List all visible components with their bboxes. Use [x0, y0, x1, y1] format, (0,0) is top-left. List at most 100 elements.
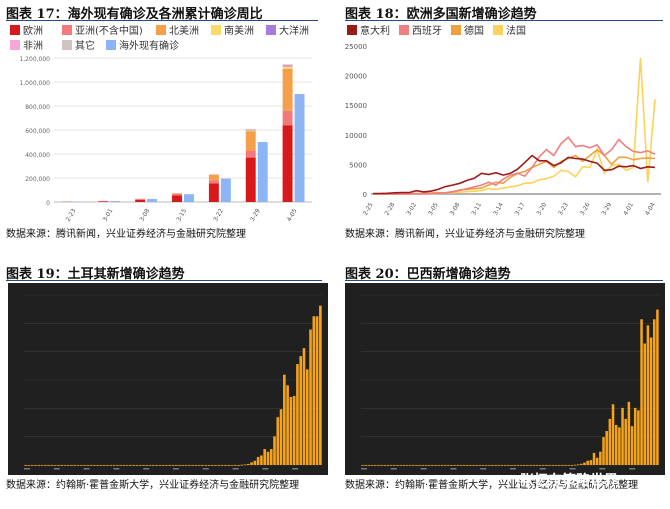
- daily-bar: [73, 465, 77, 466]
- daily-bar: [220, 465, 224, 466]
- legend-swatch: [211, 25, 221, 35]
- daily-bar: [450, 465, 453, 466]
- legend-label: 法国: [506, 26, 526, 37]
- x-tick-label: 3-29: [249, 207, 262, 222]
- legend-label: 德国: [464, 26, 484, 37]
- bar-active: [294, 94, 305, 202]
- daily-bar: [412, 465, 415, 466]
- chart19-plot: [8, 283, 328, 475]
- legend-swatch: [62, 40, 72, 50]
- daily-bar: [296, 364, 299, 465]
- bar-segment: [282, 66, 293, 69]
- bar-segment: [208, 180, 219, 184]
- y-tick-label: 0: [363, 191, 367, 199]
- legend-africa: 非洲: [10, 37, 43, 52]
- chart18-legend: 意大利 西班牙 德国 法国: [347, 22, 647, 38]
- daily-bar: [459, 465, 463, 466]
- daily-bar: [289, 397, 293, 465]
- legend-swatch: [266, 25, 276, 35]
- daily-bar: [240, 464, 244, 466]
- daily-bar: [217, 465, 221, 466]
- daily-bar: [516, 465, 520, 466]
- bar-segment: [172, 193, 182, 194]
- legend-south-america: 南美洲: [211, 22, 254, 37]
- x-tick-label: 3-15: [175, 207, 188, 222]
- daily-bar: [60, 465, 63, 466]
- legend-label: 亚洲(不含中国): [75, 26, 143, 37]
- daily-bar: [456, 465, 459, 466]
- daily-bar: [165, 465, 168, 466]
- daily-bar: [535, 465, 539, 466]
- daily-bar: [207, 465, 211, 466]
- daily-bar: [637, 410, 640, 465]
- daily-bar: [465, 465, 469, 466]
- daily-bar: [396, 465, 399, 466]
- daily-bar: [393, 465, 396, 466]
- daily-bar: [583, 462, 586, 465]
- daily-bar: [538, 465, 542, 466]
- bar-segment: [172, 195, 182, 202]
- legend-swatch: [399, 25, 409, 35]
- daily-bar: [188, 465, 191, 466]
- x-tick-label: 2-23: [65, 207, 78, 222]
- chart17-source: 数据来源：腾讯新闻，兴业证券经济与金融研究院整理: [6, 229, 246, 240]
- daily-bar: [256, 457, 260, 465]
- daily-bar: [557, 465, 561, 466]
- daily-bar: [383, 465, 387, 466]
- daily-bar: [500, 465, 504, 466]
- x-tick-mark: [292, 468, 299, 470]
- legend-swatch: [106, 40, 116, 50]
- bar-segment: [98, 200, 109, 202]
- daily-bar: [263, 449, 267, 465]
- daily-bar: [646, 325, 650, 465]
- daily-bar: [399, 465, 402, 466]
- chart19-source: 数据来源：约翰斯·霍普金斯大学，兴业证券经济与金融研究院整理: [6, 480, 300, 491]
- daily-bar: [204, 465, 208, 466]
- daily-bar: [309, 329, 312, 465]
- daily-bar: [66, 465, 70, 466]
- daily-bar: [227, 465, 230, 466]
- legend-swatch: [347, 25, 357, 35]
- daily-bar: [302, 348, 306, 465]
- daily-bar: [138, 465, 142, 466]
- x-tick-label: 3-05: [427, 201, 440, 216]
- bar-active: [110, 201, 121, 202]
- chart17-rule: [6, 20, 318, 21]
- x-tick-label: 3-02: [405, 201, 418, 216]
- daily-bar: [415, 465, 418, 466]
- daily-bar: [507, 465, 510, 466]
- daily-bar: [627, 401, 631, 465]
- daily-bar: [40, 465, 44, 466]
- daily-bar: [37, 465, 41, 466]
- daily-bar: [592, 452, 596, 465]
- daily-bar: [564, 465, 567, 466]
- y-tick-label: 1,000,000: [19, 80, 50, 87]
- daily-bar: [34, 465, 37, 466]
- daily-bar: [421, 465, 425, 466]
- daily-bar: [526, 465, 529, 466]
- daily-bar: [116, 465, 119, 466]
- x-tick-mark: [450, 468, 457, 470]
- daily-bar: [478, 465, 482, 466]
- daily-bar: [181, 465, 185, 466]
- daily-bar: [532, 465, 536, 466]
- daily-bar: [405, 465, 409, 466]
- daily-bar: [53, 465, 57, 466]
- daily-bar: [431, 465, 434, 466]
- daily-bar: [109, 465, 113, 466]
- daily-bar: [237, 465, 240, 466]
- daily-bar: [197, 465, 201, 466]
- x-tick-mark: [390, 468, 397, 470]
- bar-segment: [135, 199, 146, 202]
- daily-bar: [276, 417, 280, 465]
- legend-asia: 亚洲(不含中国): [62, 22, 143, 37]
- daily-bar: [233, 465, 237, 466]
- daily-bar: [649, 337, 653, 465]
- daily-bar: [630, 426, 634, 465]
- x-tick-label: 3-20: [535, 201, 548, 216]
- daily-bar: [30, 465, 34, 466]
- daily-bar: [210, 465, 214, 466]
- daily-bar: [99, 465, 103, 466]
- legend-spain: 西班牙: [399, 22, 442, 37]
- daily-bar: [548, 465, 551, 466]
